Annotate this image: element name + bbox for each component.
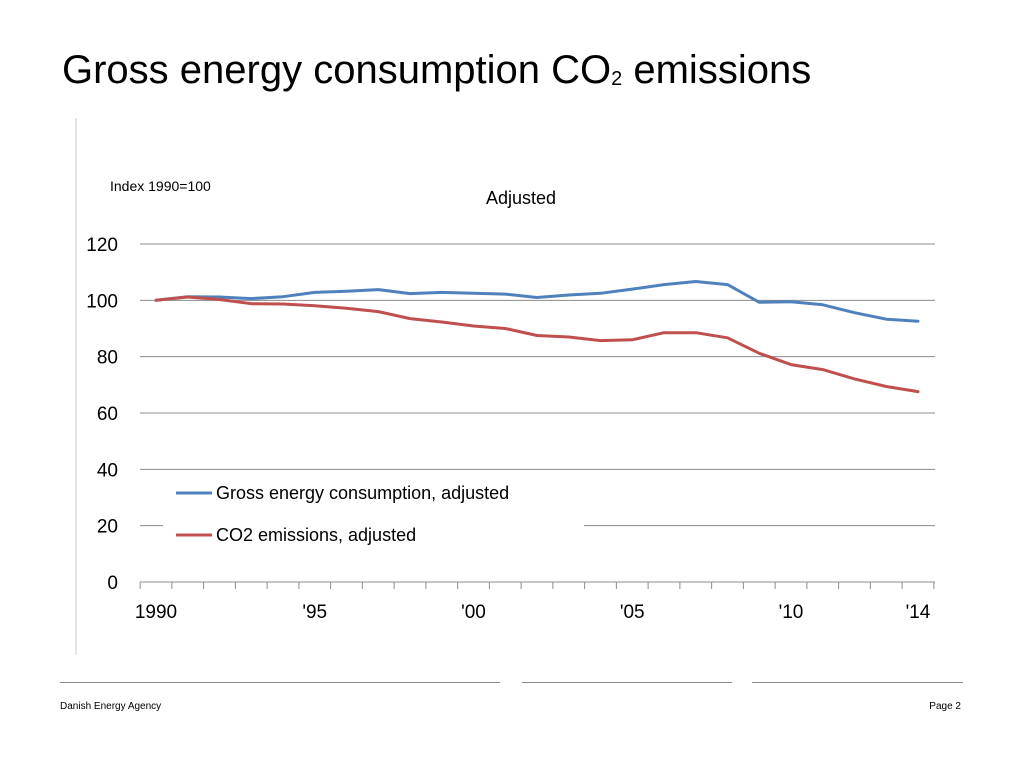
y-tick-label-0: 0	[107, 573, 118, 594]
y-tick-label-60: 60	[97, 404, 118, 425]
footer-rule-middle	[522, 682, 732, 683]
chart-title: Adjusted	[486, 188, 556, 208]
x-tick-label-2005: '05	[620, 602, 645, 623]
slide-title-end: emissions	[622, 48, 812, 92]
footer-organization: Danish Energy Agency	[60, 701, 162, 712]
y-tick-label-80: 80	[97, 348, 118, 369]
y-tick-label-40: 40	[97, 460, 118, 481]
x-tick-label-1995: '95	[302, 602, 327, 623]
line-chart: Index 1990=100 Adjusted 020406080100120 …	[75, 118, 935, 655]
x-tick-label-2014: '14	[906, 602, 931, 623]
y-tick-label-20: 20	[97, 517, 118, 538]
legend: Gross energy consumption, adjusted CO2 em…	[176, 483, 509, 545]
legend-label-1: Gross energy consumption, adjusted	[216, 483, 509, 503]
legend-label-2: CO2 emissions, adjusted	[216, 525, 416, 545]
series-lines	[154, 280, 920, 394]
y-tick-label-100: 100	[86, 291, 118, 312]
slide-title-subscript: 2	[611, 68, 623, 90]
x-tick-label-1990: 1990	[135, 602, 177, 623]
y-axis-label: Index 1990=100	[110, 178, 211, 194]
series-line-1	[154, 280, 920, 323]
footer-rule-right	[752, 682, 963, 683]
y-tick-label-120: 120	[86, 235, 118, 256]
gridlines	[140, 243, 935, 583]
x-axis: 1990 '95 '00 '05 '10 '14	[135, 582, 935, 623]
slide-title-main: Gross energy consumption CO	[62, 48, 612, 92]
slide-title: Gross energy consumption CO2 emissions	[62, 46, 811, 94]
x-tick-label-2000: '00	[461, 602, 486, 623]
series-line-2	[154, 295, 920, 394]
footer-rule-left	[60, 682, 500, 683]
footer-page-number: Page 2	[929, 701, 961, 712]
y-tick-labels: 0 20 40 60 80 100 120	[86, 235, 118, 594]
x-tick-label-2010: '10	[779, 602, 804, 623]
